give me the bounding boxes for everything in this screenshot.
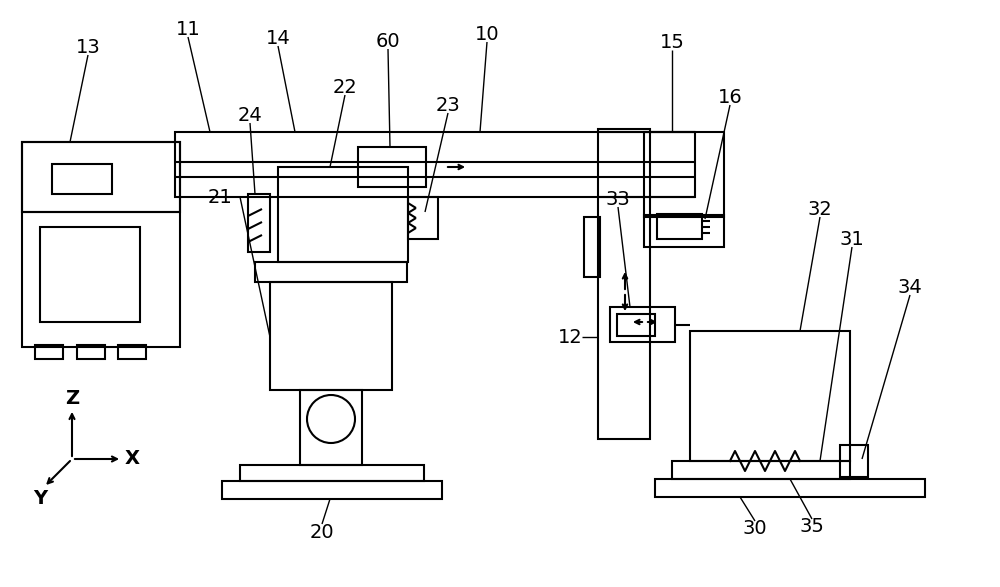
Text: 32: 32 [808,200,832,218]
Text: 11: 11 [176,19,200,39]
Text: 20: 20 [310,522,334,541]
Text: 35: 35 [800,518,824,537]
Text: 15: 15 [660,32,684,52]
Text: 14: 14 [266,29,290,48]
Text: 30: 30 [743,519,767,538]
Text: 10: 10 [475,25,499,43]
Text: 12: 12 [558,328,582,346]
Bar [175,132,695,197]
Bar [610,307,675,342]
Text: 13: 13 [76,38,100,56]
Bar [672,461,850,479]
Bar [77,345,105,359]
Bar [52,164,112,194]
Bar [584,217,600,277]
Text: Z: Z [65,390,79,409]
Bar [617,314,655,336]
Bar [408,197,438,239]
Text: 60: 60 [376,32,400,50]
Text: 21: 21 [208,187,232,207]
Bar [358,147,426,187]
Bar [840,445,868,477]
Bar [270,282,392,390]
Bar [222,481,442,499]
Bar [240,465,424,481]
Bar [248,194,270,252]
Bar [278,167,408,262]
Text: 22: 22 [333,77,357,96]
Text: X: X [125,450,140,468]
Bar [255,262,407,282]
Bar [657,214,702,239]
Bar [644,215,724,247]
Bar [40,227,140,322]
Bar [300,390,362,465]
Bar [118,345,146,359]
Text: Y: Y [33,490,47,508]
Bar [22,142,180,347]
Bar [655,479,925,497]
Bar [690,331,850,461]
Bar [22,142,180,212]
Text: 23: 23 [436,96,460,114]
Text: 16: 16 [718,87,742,106]
Bar [35,345,63,359]
Text: 34: 34 [898,278,922,296]
Text: 24: 24 [238,106,262,124]
Bar [644,132,724,217]
Bar [598,129,650,439]
Text: 31: 31 [840,230,864,248]
Text: 33: 33 [606,190,630,208]
